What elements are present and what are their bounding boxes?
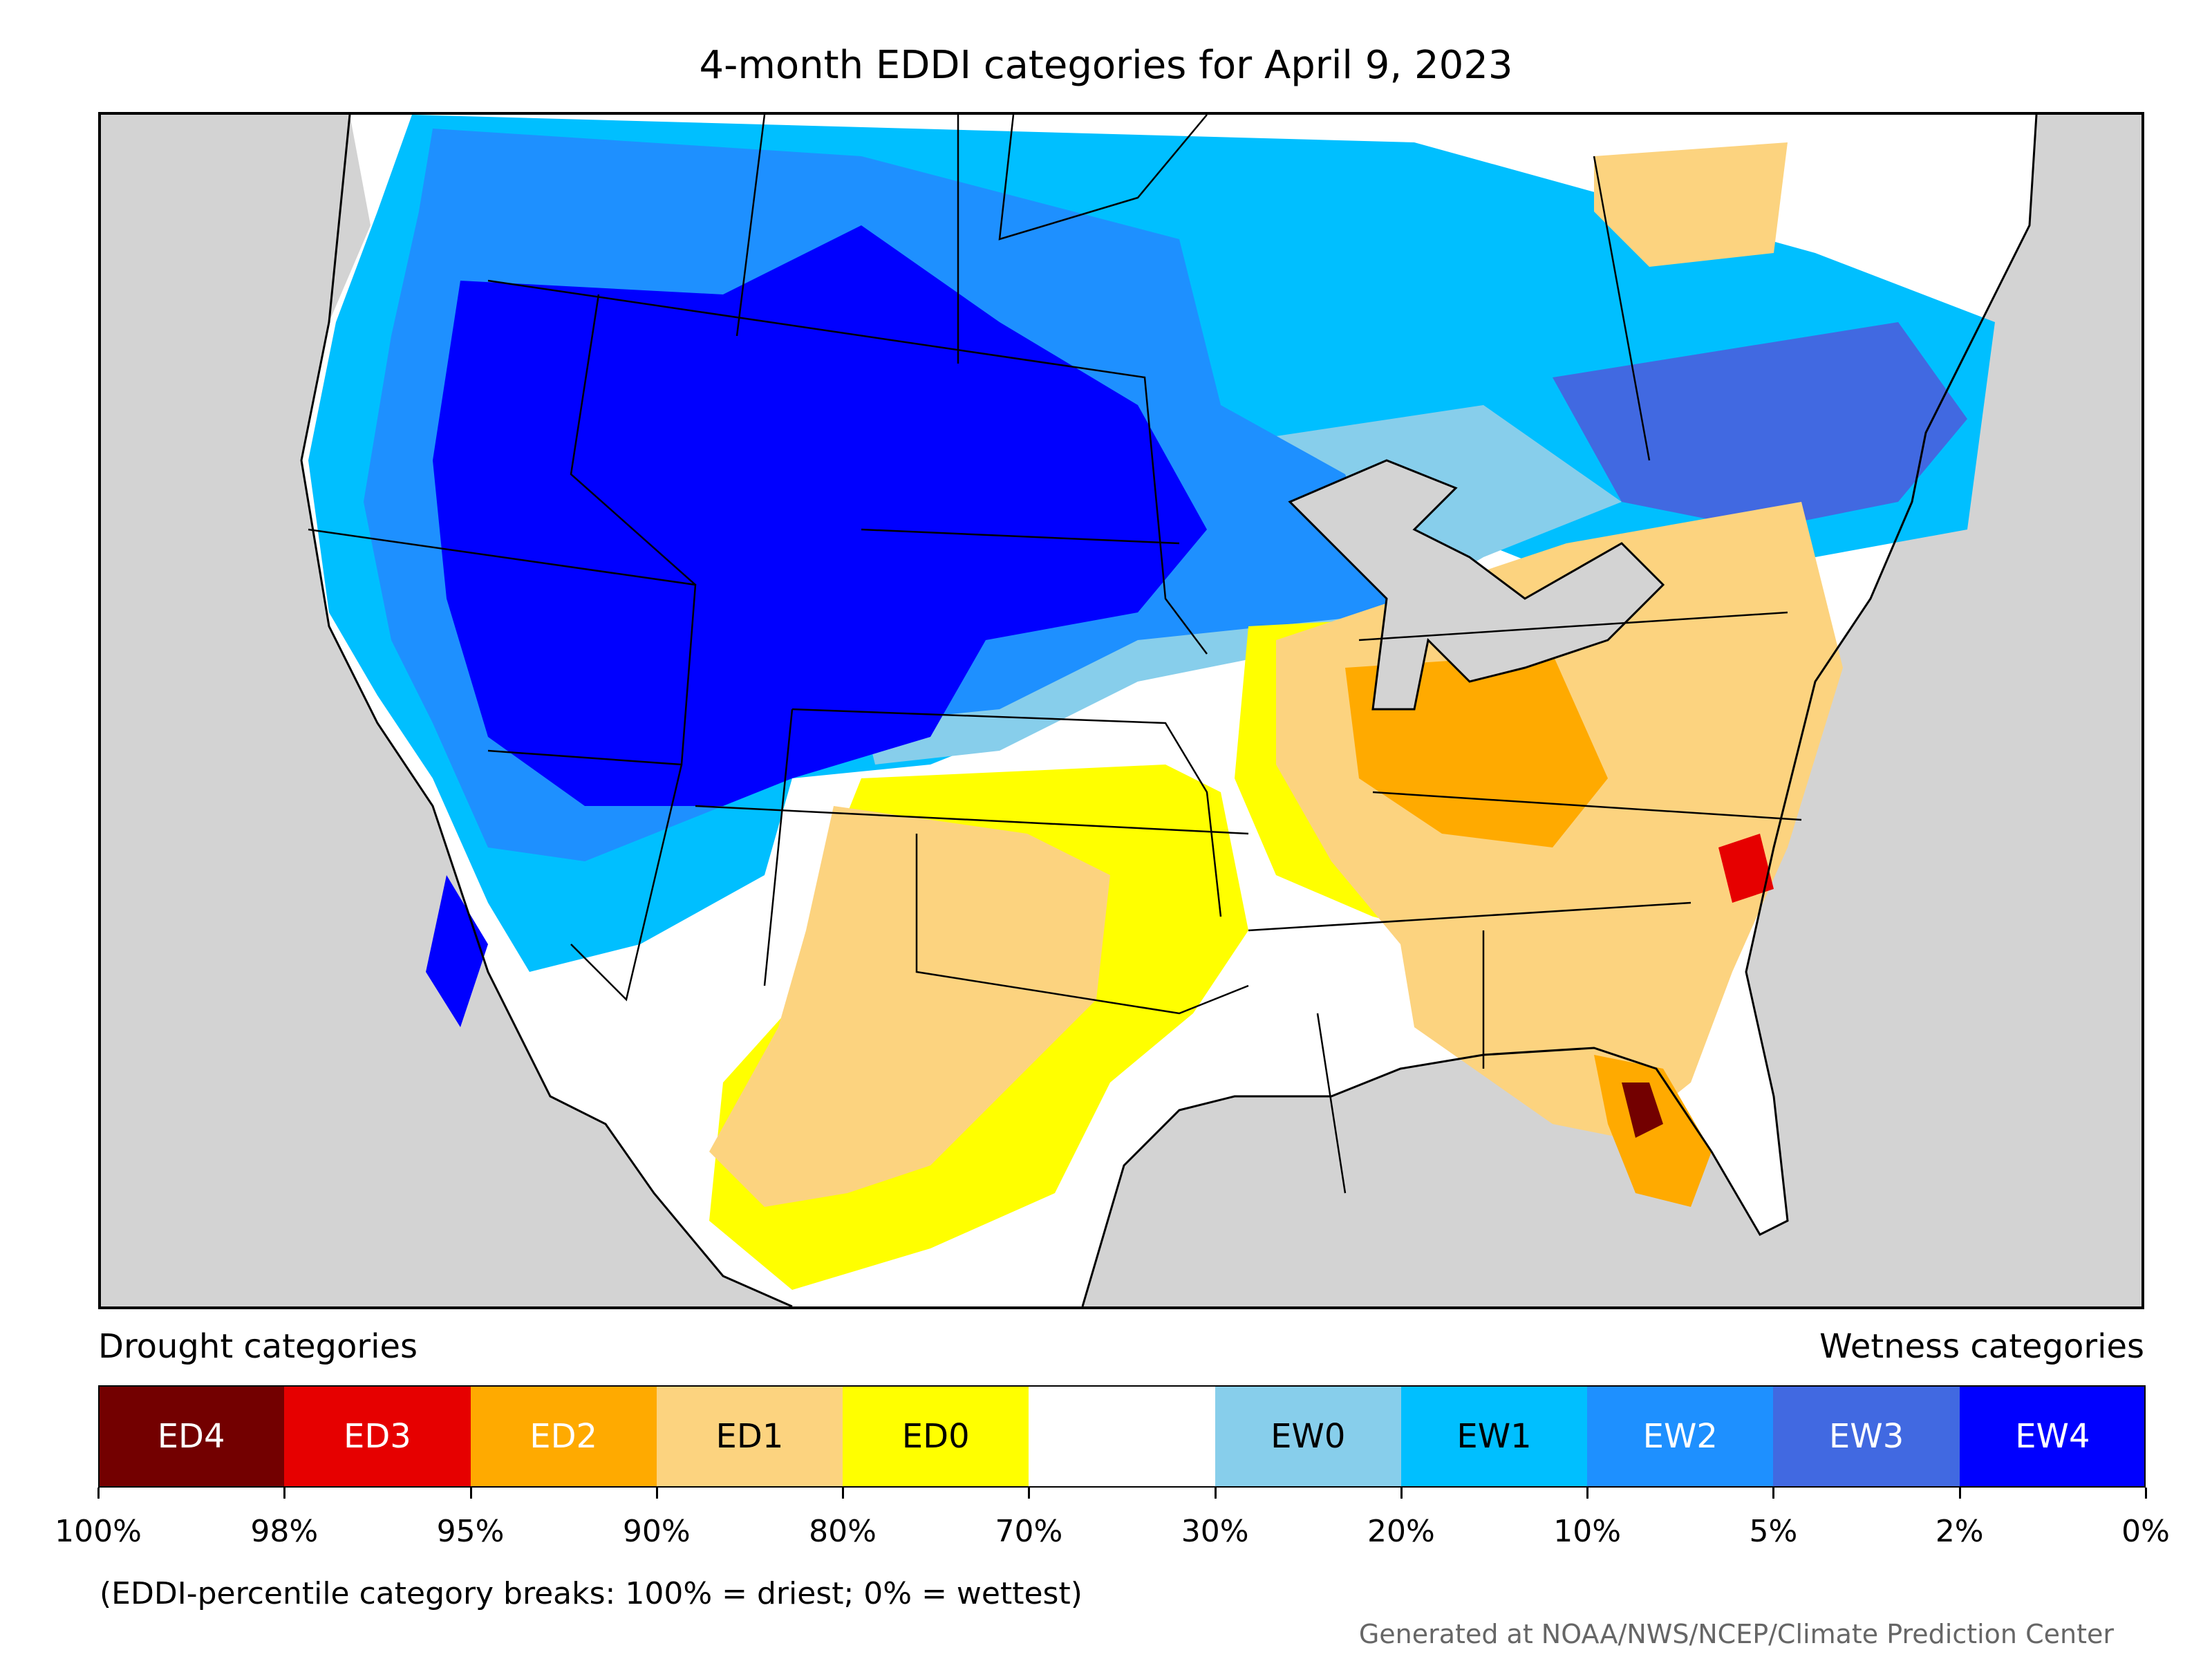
colorbar-tick-label: 20% [1367,1514,1435,1549]
colorbar-tick [1586,1488,1589,1499]
category-colorbar: ED4 ED3 ED2 ED1 ED0 EW0 EW1 EW2 EW3 EW4 [98,1385,2146,1488]
colorbar-tick [1772,1488,1775,1499]
dry-ed3-carolina [1718,834,1774,903]
colorbar-tick-label: 2% [1935,1514,1984,1549]
colorbar-cell-ew4: EW4 [1959,1385,2146,1488]
wet-ew4-region [433,225,1207,806]
colorbar-cell-ed1: ED1 [656,1385,843,1488]
colorbar-cell-ew3: EW3 [1773,1385,1960,1488]
great-lakes [1288,459,1665,711]
dry-ed2-florida [1594,1055,1712,1207]
colorbar-tick [842,1488,845,1499]
political-borders [308,115,1802,1194]
colorbar-cell-ed3: ED3 [284,1385,471,1488]
colorbar-tick [1958,1488,1961,1499]
dry-ed1-texas [709,806,1110,1207]
colorbar-tick-label: 30% [1181,1514,1249,1549]
credit-line: Generated at NOAA/NWS/NCEP/Climate Predi… [1358,1619,2114,1649]
colorbar-cell-normal [1029,1385,1215,1488]
colorbar-cell-ew2: EW2 [1587,1385,1774,1488]
map-frame [98,112,2144,1309]
colorbar-cell-ew0: EW0 [1215,1385,1401,1488]
colorbar-tick [97,1488,100,1499]
wet-ew3-region [1553,322,1967,529]
colorbar-cell-ed0: ED0 [843,1385,1029,1488]
eddi-map [300,115,2038,1306]
colorbar-tick [655,1488,658,1499]
colorbar-tick [469,1488,472,1499]
colorbar-tick-label: 90% [622,1514,691,1549]
colorbar-tick-label: 95% [436,1514,505,1549]
colorbar-tick-label: 10% [1553,1514,1622,1549]
drought-categories-label: Drought categories [98,1327,418,1366]
colorbar-tick-label: 80% [809,1514,877,1549]
colorbar-tick-label: 0% [2121,1514,2170,1549]
colorbar-tick [283,1488,286,1499]
colorbar-cell-ed2: ED2 [470,1385,657,1488]
colorbar-tick-label: 98% [250,1514,319,1549]
colorbar-cell-ew1: EW1 [1400,1385,1588,1488]
footnote: (EDDI-percentile category breaks: 100% =… [100,1576,1082,1611]
colorbar-tick-label: 70% [995,1514,1063,1549]
colorbar-tick [1214,1488,1217,1499]
colorbar-tick [2145,1488,2147,1499]
wet-ew4-pacific [426,875,488,1027]
colorbar-tick [1400,1488,1403,1499]
colorbar-cell-ed4: ED4 [98,1385,285,1488]
dry-ed4-florida [1622,1082,1663,1138]
colorbar-tick-label: 5% [1749,1514,1798,1549]
colorbar-tick [1028,1488,1031,1499]
wetness-categories-label: Wetness categories [1819,1327,2144,1366]
dry-ed1-quebec [1594,142,1788,267]
colorbar-tick-label: 100% [55,1514,142,1549]
map-title: 4-month EDDI categories for April 9, 202… [699,43,1513,88]
coastline [300,115,2038,1306]
